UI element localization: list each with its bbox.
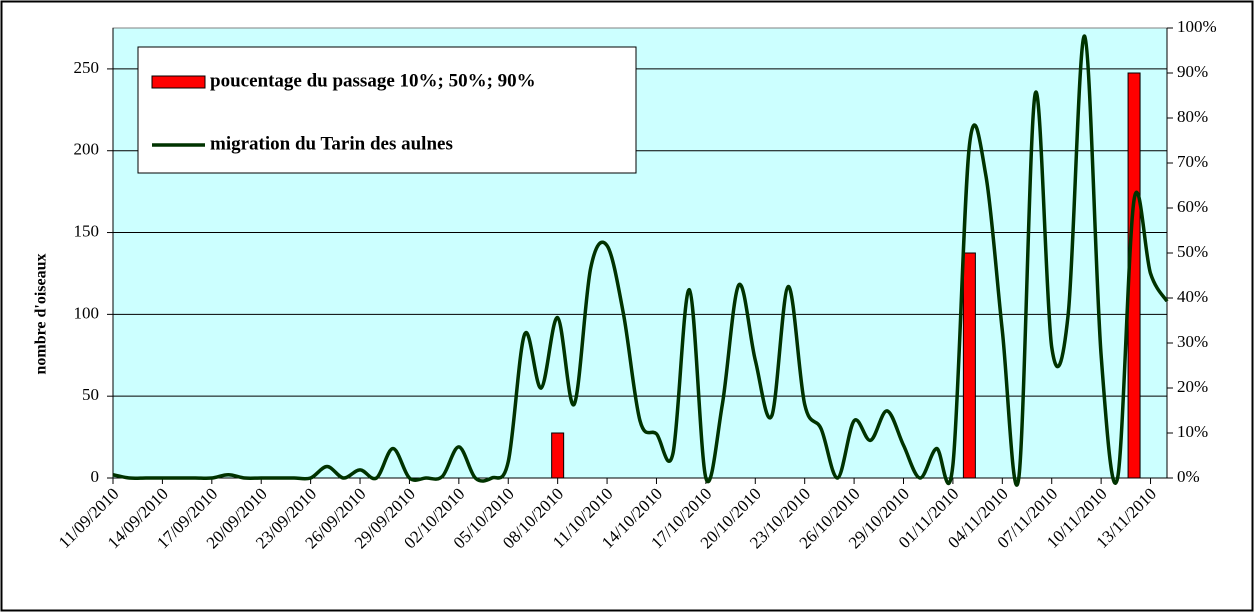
bar: [551, 432, 565, 479]
legend-swatch: [151, 75, 206, 89]
bar: [962, 252, 976, 479]
y2-tick-label: 30%: [1177, 332, 1208, 351]
y-tick-label: 250: [74, 58, 100, 77]
y2-tick-label: 90%: [1177, 62, 1208, 81]
y2-tick-label: 70%: [1177, 152, 1208, 171]
y2-tick-label: 60%: [1177, 197, 1208, 216]
y2-tick-label: 100%: [1177, 17, 1217, 36]
line: [112, 34, 1169, 487]
y2-tick-label: 10%: [1177, 422, 1208, 441]
y2-tick-label: 50%: [1177, 242, 1208, 261]
y-tick-label: 150: [74, 221, 100, 240]
y-tick-label: 50: [82, 385, 99, 404]
y2-tick-label: 0%: [1177, 467, 1200, 486]
y2-tick-label: 20%: [1177, 377, 1208, 396]
y2-tick-label: 80%: [1177, 107, 1208, 126]
y-tick-label: 100: [74, 303, 100, 322]
y-axis-title: nombre d'oiseaux: [33, 253, 50, 374]
y-tick-label: 0: [91, 467, 100, 486]
y2-tick-label: 40%: [1177, 287, 1208, 306]
legend-box: [137, 46, 637, 174]
legend-label: poucentage du passage 10%; 50%; 90%: [210, 70, 536, 91]
legend-label: migration du Tarin des aulnes: [210, 133, 453, 154]
y-tick-label: 200: [74, 140, 100, 159]
